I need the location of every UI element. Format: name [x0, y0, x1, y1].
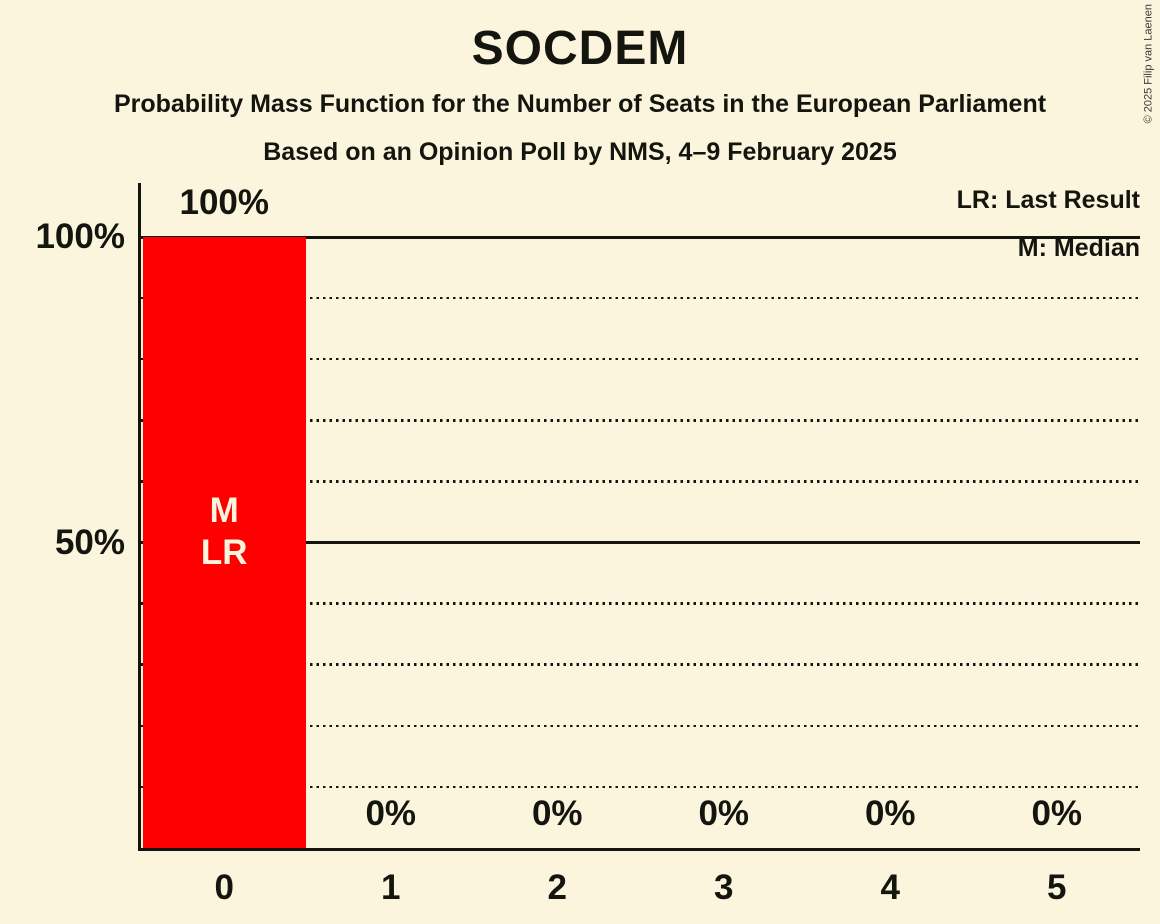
x-axis-label-3: 3	[714, 868, 734, 907]
bar-seats-0	[143, 237, 306, 848]
chart-subtitle: Probability Mass Function for the Number…	[113, 90, 1047, 118]
gridline-dotted-60	[141, 480, 1140, 483]
gridline-dotted-90	[141, 296, 1140, 300]
bar-annotation-line: LR	[200, 533, 248, 572]
gridline-dotted-30	[141, 663, 1140, 666]
copyright-notice: © 2025 Filip van Laenen	[1142, 4, 1154, 124]
y-axis-label-100: 100%	[35, 217, 125, 256]
x-axis-label-4: 4	[880, 868, 900, 907]
gridline-solid-50	[141, 541, 1140, 544]
bar-value-label-seats-0: 100%	[179, 183, 270, 222]
bar-annotation-line: M	[209, 491, 239, 530]
bar-value-label-seats-1: 0%	[365, 794, 417, 833]
gridline-dotted-10	[141, 785, 1140, 789]
x-axis-label-1: 1	[381, 868, 401, 907]
x-axis-label-2: 2	[547, 868, 567, 907]
legend-median: M: Median	[1017, 234, 1140, 262]
bar-annotation-median-last-result: M LR	[141, 490, 308, 574]
bar-value-label-seats-2: 0%	[531, 794, 583, 833]
gridline-dotted-20	[141, 724, 1140, 728]
bar-value-label-seats-3: 0%	[698, 794, 750, 833]
x-axis-label-5: 5	[1047, 868, 1067, 907]
chart-source-line: Based on an Opinion Poll by NMS, 4–9 Feb…	[263, 138, 897, 166]
gridline-dotted-80	[141, 357, 1140, 361]
y-axis-label-50: 50%	[54, 522, 125, 562]
bar-value-label-seats-5: 0%	[1031, 794, 1083, 833]
gridline-dotted-40	[141, 602, 1140, 605]
plot-area: 100% M LR 0% 0% 0% 0% 0%	[138, 183, 1140, 851]
x-axis-label-0: 0	[214, 868, 234, 907]
gridline-solid-100	[141, 235, 1140, 239]
gridline-dotted-70	[141, 419, 1140, 422]
legend-last-result: LR: Last Result	[956, 186, 1140, 214]
chart-title: SOCDEM	[471, 22, 689, 75]
bar-value-label-seats-4: 0%	[864, 794, 916, 833]
